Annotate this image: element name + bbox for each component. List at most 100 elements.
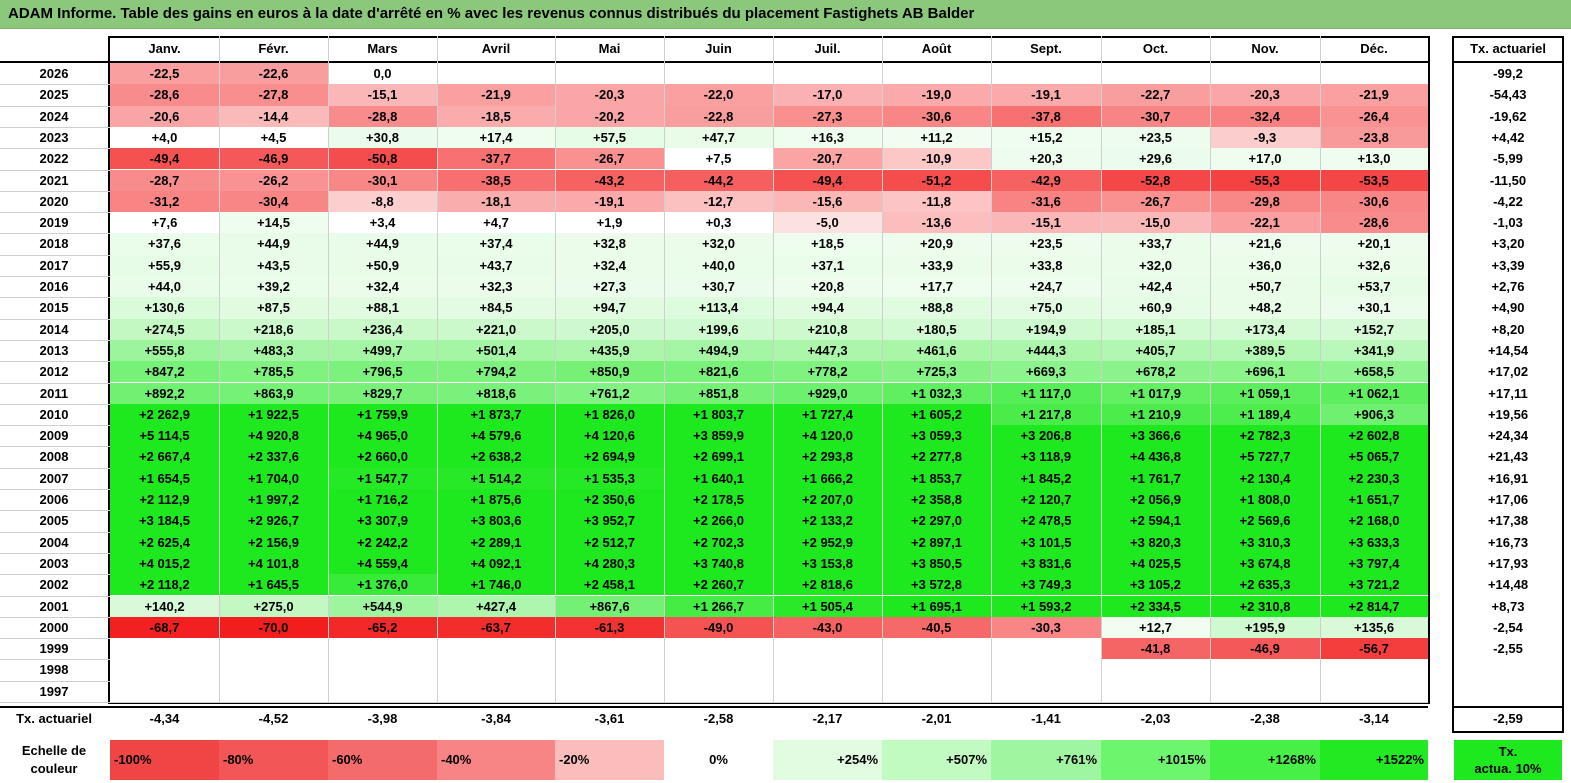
gain-cell: -49,4 bbox=[773, 169, 882, 191]
gain-cell: +36,0 bbox=[1210, 254, 1320, 276]
gain-cell: +4 579,6 bbox=[437, 425, 555, 447]
gain-cell: -21,9 bbox=[437, 84, 555, 106]
year-label: 2020 bbox=[39, 193, 69, 209]
gain-cell bbox=[328, 680, 437, 702]
gain-cell: +4 436,8 bbox=[1101, 446, 1210, 468]
gain-cell: +17,4 bbox=[437, 126, 555, 149]
gain-cell: -38,5 bbox=[437, 169, 555, 191]
gain-cell: -20,2 bbox=[555, 105, 664, 127]
gain-cell bbox=[991, 659, 1101, 681]
gain-cell bbox=[1101, 659, 1210, 681]
color-scale-swatch: -20% bbox=[555, 740, 664, 780]
tx-cell: +3,20 bbox=[1491, 236, 1525, 252]
row-divider bbox=[0, 702, 1428, 703]
gain-cell: +2 699,1 bbox=[664, 446, 773, 468]
year-label: 2001 bbox=[39, 598, 69, 614]
gain-cell: +2 133,2 bbox=[773, 510, 882, 532]
footer-tx-cell: -2,58 bbox=[703, 711, 734, 726]
footer-tx-cell: -3,84 bbox=[481, 711, 511, 726]
gain-cell: +2 814,7 bbox=[1320, 595, 1428, 617]
gain-cell: -26,7 bbox=[1101, 190, 1210, 213]
column-divider bbox=[991, 36, 992, 702]
column-divider bbox=[328, 36, 329, 702]
tx-cell bbox=[1454, 659, 1562, 680]
gain-cell: +658,5 bbox=[1320, 361, 1428, 383]
gain-cell: -27,8 bbox=[219, 84, 328, 106]
gain-cell: +2 660,0 bbox=[328, 446, 437, 468]
gain-cell bbox=[437, 659, 555, 681]
gain-cell bbox=[437, 680, 555, 702]
gain-cell: +274,5 bbox=[110, 318, 219, 340]
gain-cell: +3 118,9 bbox=[991, 446, 1101, 468]
gain-cell: +32,0 bbox=[664, 233, 773, 255]
column-divider bbox=[437, 36, 438, 702]
gain-cell: -27,3 bbox=[773, 105, 882, 127]
year-label: 2022 bbox=[39, 151, 69, 167]
gain-cell: -70,0 bbox=[219, 616, 328, 639]
gain-cell: +199,6 bbox=[664, 318, 773, 340]
gain-cell: +906,3 bbox=[1320, 403, 1428, 426]
gain-cell: -26,7 bbox=[555, 148, 664, 170]
gain-cell: +1 808,0 bbox=[1210, 489, 1320, 511]
gain-cell: +4 015,2 bbox=[110, 552, 219, 575]
gain-cell: +32,8 bbox=[555, 233, 664, 255]
gain-cell: +2 694,9 bbox=[555, 446, 664, 468]
gain-cell: -29,8 bbox=[1210, 190, 1320, 213]
gain-cell bbox=[1210, 659, 1320, 681]
gain-cell: +2 638,2 bbox=[437, 446, 555, 468]
gain-cell: +2 334,5 bbox=[1101, 595, 1210, 617]
tx-cell: +8,73 bbox=[1491, 598, 1525, 614]
gain-cell: +1 505,4 bbox=[773, 595, 882, 617]
year-label: 2003 bbox=[39, 555, 69, 571]
gain-cell: +3 721,2 bbox=[1320, 574, 1428, 596]
color-scale-swatch: +254% bbox=[773, 740, 882, 780]
gain-cell: +867,6 bbox=[555, 595, 664, 617]
gain-cell: +3,4 bbox=[328, 212, 437, 234]
gain-cell: +88,8 bbox=[882, 297, 991, 319]
gain-cell: +3 633,3 bbox=[1320, 531, 1428, 553]
gain-cell: +1 716,2 bbox=[328, 489, 437, 511]
gain-cell: +2 818,6 bbox=[773, 574, 882, 596]
column-divider bbox=[1210, 36, 1211, 702]
gain-cell: +678,2 bbox=[1101, 361, 1210, 383]
gain-cell bbox=[437, 638, 555, 660]
gain-cell: +218,6 bbox=[219, 318, 328, 340]
gain-cell bbox=[773, 638, 882, 660]
gain-cell: +32,4 bbox=[555, 254, 664, 276]
gain-cell: +389,5 bbox=[1210, 339, 1320, 362]
gain-cell: +2 350,6 bbox=[555, 489, 664, 511]
gain-cell: +13,0 bbox=[1320, 148, 1428, 170]
gain-cell: +2 277,8 bbox=[882, 446, 991, 468]
report-title: ADAM Informe. Table des gains en euros à… bbox=[8, 5, 975, 22]
gain-cell: -17,0 bbox=[773, 84, 882, 106]
gain-cell: +501,4 bbox=[437, 339, 555, 362]
gain-cell: +3 206,8 bbox=[991, 425, 1101, 447]
gain-cell: +892,2 bbox=[110, 382, 219, 404]
gain-cell: +1 727,4 bbox=[773, 403, 882, 426]
tx-cell: +16,73 bbox=[1487, 534, 1529, 550]
gain-cell: -31,6 bbox=[991, 190, 1101, 213]
gain-cell: -53,5 bbox=[1320, 169, 1428, 191]
column-divider bbox=[773, 36, 774, 702]
gain-cell: +4,5 bbox=[219, 126, 328, 149]
gain-cell: -21,9 bbox=[1320, 84, 1428, 106]
gain-cell: +1 746,0 bbox=[437, 574, 555, 596]
gain-cell: +3 105,2 bbox=[1101, 574, 1210, 596]
gain-cell: -41,8 bbox=[1101, 638, 1210, 660]
tx-cell: +17,11 bbox=[1488, 385, 1528, 401]
gain-cell: +1 645,5 bbox=[219, 574, 328, 596]
tx-cell: -4,22 bbox=[1493, 193, 1523, 209]
gain-cell bbox=[882, 638, 991, 660]
gain-cell: +5 114,5 bbox=[110, 425, 219, 447]
gain-cell: +1 826,0 bbox=[555, 403, 664, 426]
gain-cell: -43,0 bbox=[773, 616, 882, 639]
gain-cell: +5 727,7 bbox=[1210, 446, 1320, 468]
gain-cell: +57,5 bbox=[555, 126, 664, 149]
gain-cell bbox=[328, 659, 437, 681]
footer-tx-cell: -3,14 bbox=[1359, 711, 1389, 726]
gain-cell: +3 803,6 bbox=[437, 510, 555, 532]
gain-cell: +4 025,5 bbox=[1101, 552, 1210, 575]
gain-cell: -28,7 bbox=[110, 169, 219, 191]
gain-cell: +185,1 bbox=[1101, 318, 1210, 340]
gain-cell: +1 654,5 bbox=[110, 467, 219, 489]
